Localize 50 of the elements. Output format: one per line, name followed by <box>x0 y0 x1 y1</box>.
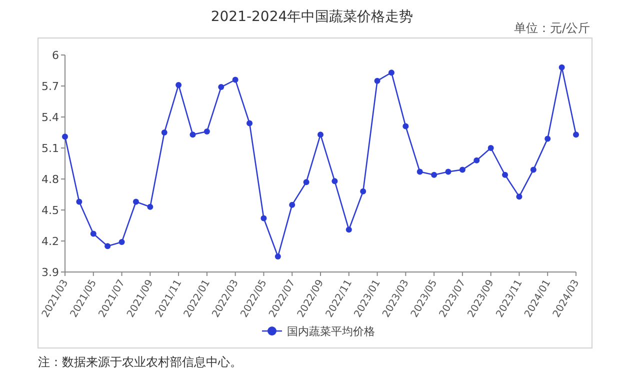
y-tick-label: 4.8 <box>42 173 59 186</box>
point <box>76 198 82 205</box>
y-tick-label: 5.7 <box>42 80 59 93</box>
y-tick-label: 5.4 <box>42 111 59 124</box>
point <box>218 84 224 90</box>
point <box>132 198 139 205</box>
point <box>573 132 579 138</box>
text: 单位：元/公斤 <box>514 21 590 35</box>
point <box>62 134 68 140</box>
point <box>360 188 366 194</box>
point <box>516 194 522 200</box>
point <box>558 64 565 70</box>
point <box>474 157 480 164</box>
point <box>346 226 352 233</box>
point <box>274 254 281 260</box>
point <box>402 123 409 130</box>
point <box>544 136 551 142</box>
point <box>502 172 508 178</box>
point <box>260 215 267 222</box>
point <box>318 132 324 138</box>
point <box>190 132 196 138</box>
point <box>388 70 394 76</box>
text: 注：数据来源于农业农村部信息中心。 <box>38 355 242 369</box>
legend: 国内蔬菜平均价格 <box>262 325 375 338</box>
point <box>104 243 111 250</box>
point <box>161 130 168 136</box>
point <box>332 178 338 184</box>
point <box>416 168 423 175</box>
y-tick-label: 4.5 <box>42 204 59 217</box>
point <box>232 76 238 83</box>
point <box>445 168 452 175</box>
point <box>530 166 536 173</box>
point <box>118 239 125 246</box>
point <box>90 230 96 237</box>
point <box>374 78 380 84</box>
point <box>303 179 310 186</box>
point <box>204 128 210 134</box>
y-tick-label: 5.1 <box>42 142 59 155</box>
point <box>147 204 154 210</box>
point <box>431 172 438 178</box>
point <box>176 82 182 88</box>
y-tick-label: 3.9 <box>42 266 59 279</box>
point <box>488 145 494 151</box>
point <box>289 202 296 208</box>
y-tick-label: 4.2 <box>42 235 59 248</box>
point <box>246 120 253 126</box>
chart-title: 2021-2024年中国蔬菜价格走势 <box>210 9 414 25</box>
legend-label: 国内蔬菜平均价格 <box>287 325 375 338</box>
point <box>459 166 466 173</box>
y-tick-label: 6 <box>52 49 59 62</box>
